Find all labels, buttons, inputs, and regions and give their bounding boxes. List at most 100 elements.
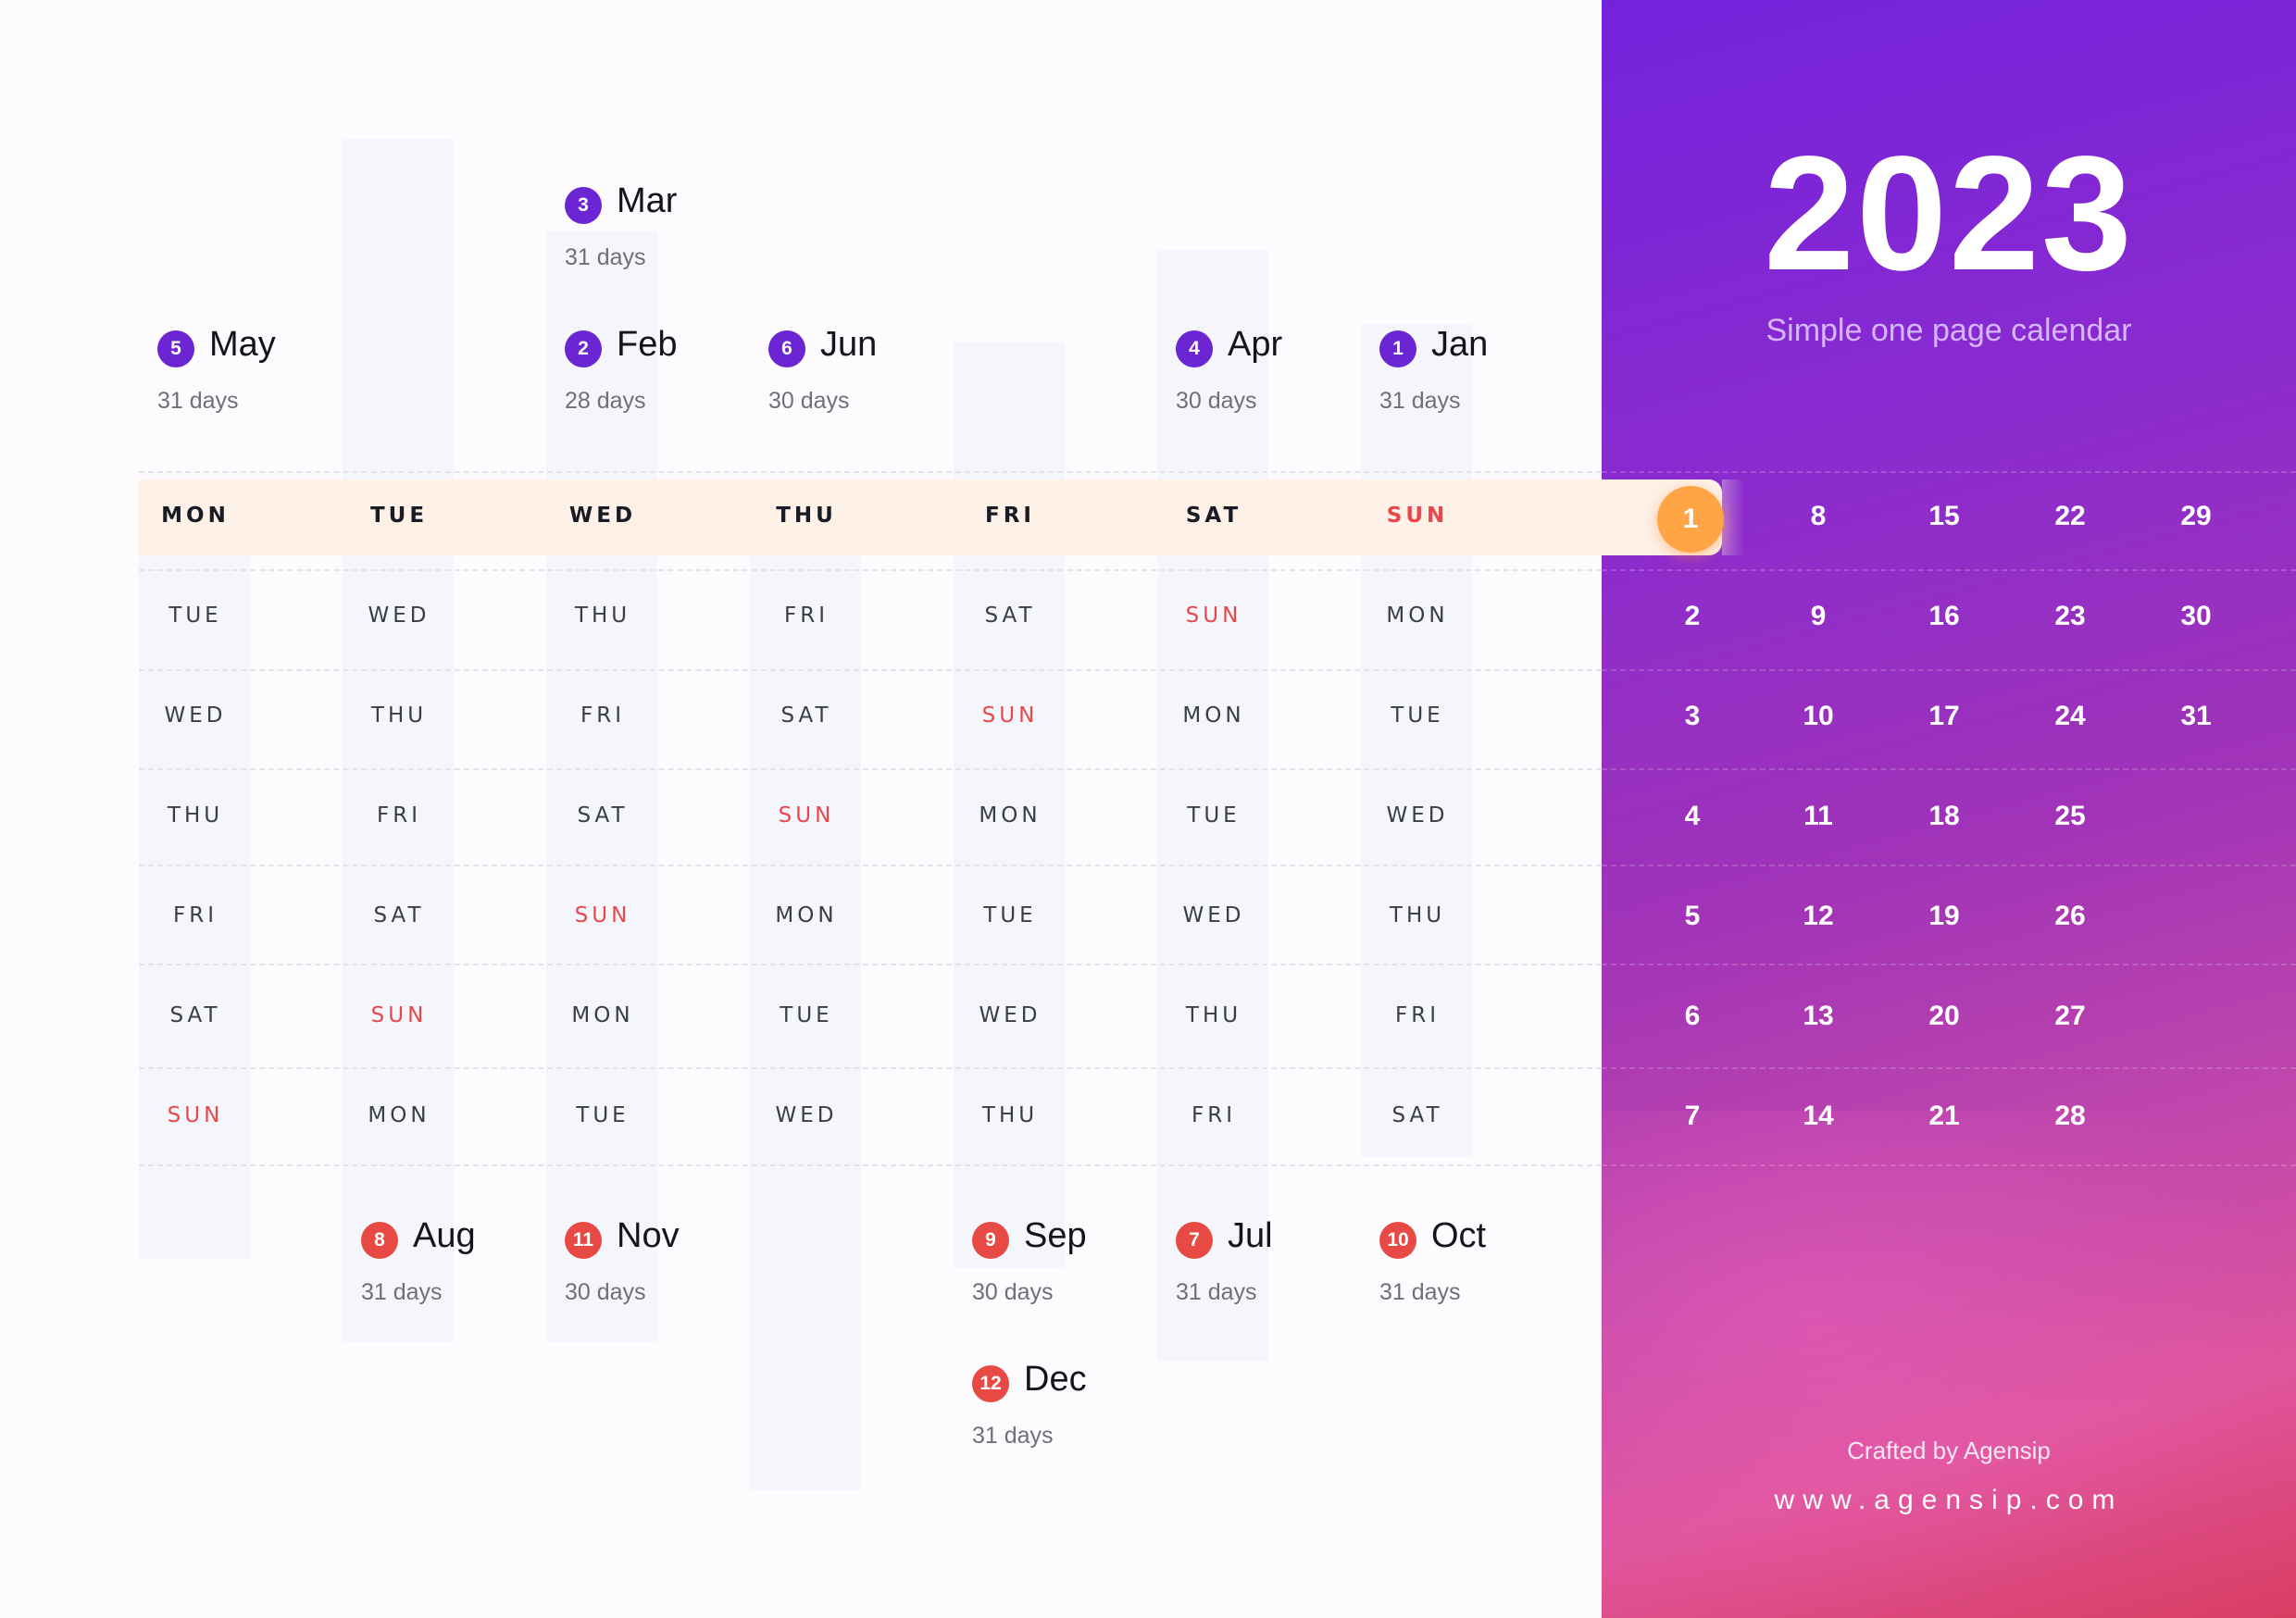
month-number-badge: 6 [768,330,805,367]
date-cell[interactable]: 25 [2054,801,2086,831]
weekday-cell: WED [775,1103,838,1127]
date-cell[interactable]: 9 [1810,601,1827,631]
date-cell[interactable]: 2 [1684,601,1701,631]
weekday-cell: THU [574,604,631,628]
crafted-by: Crafted by Agensip [1847,1437,2051,1464]
date-cell[interactable]: 11 [1803,801,1833,831]
date-cell[interactable]: 15 [1928,501,1960,531]
date-cell[interactable]: 29 [2180,501,2212,531]
weekday-cell: MON [1182,703,1245,728]
column-band [1361,324,1472,1157]
grid-line [1602,1164,2296,1166]
weekday-header: WED [568,504,637,528]
date-cell[interactable]: 12 [1803,901,1834,931]
date-cell[interactable]: 3 [1684,701,1701,731]
date-cell[interactable]: 4 [1684,801,1701,831]
month-name: Dec [1024,1360,1087,1399]
grid-line [139,569,1602,571]
month-name: Oct [1431,1216,1487,1255]
month-days: 31 days [1176,1279,1257,1305]
date-cell[interactable]: 13 [1803,1001,1834,1031]
month-days: 31 days [972,1423,1054,1449]
date-cell[interactable]: 14 [1803,1101,1834,1131]
date-cell[interactable]: 24 [2054,701,2086,731]
date-cell[interactable]: 5 [1684,901,1701,931]
weekday-cell: FRI [580,703,625,728]
date-cell[interactable]: 30 [2180,601,2212,631]
weekday-cell: MON [775,903,838,927]
weekday-cell: WED [979,1003,1042,1027]
date-cell[interactable]: 21 [1928,1101,1960,1131]
month-name: Feb [617,325,678,364]
month-name: Aug [413,1216,476,1255]
date-cell[interactable]: 7 [1684,1101,1701,1131]
grid-line [1602,569,2296,571]
column-band [139,518,250,1259]
weekday-cell: THU [370,703,428,728]
date-cell[interactable]: 22 [2054,501,2086,531]
website-link[interactable]: www.agensip.com [1774,1485,2124,1515]
weekday-cell: SAT [984,604,1036,628]
year-panel [1602,0,2296,1618]
month-days: 30 days [565,1279,646,1305]
date-cell[interactable]: 16 [1928,601,1960,631]
weekday-cell: TUE [1187,803,1241,828]
grid-line [139,964,1602,965]
grid-line [1602,865,2296,866]
column-band [343,139,454,1342]
weekday-cell: SUN [1185,604,1242,628]
month-number-badge: 12 [972,1365,1009,1402]
grid-line [1602,471,2296,473]
weekday-cell: THU [167,803,224,828]
grid-line [139,865,1602,866]
date-cell: 1 [1682,504,1699,534]
month-name: Nov [617,1216,680,1255]
weekday-cell: FRI [1192,1103,1236,1127]
weekday-cell: MON [1386,604,1449,628]
weekday-cell: TUE [780,1003,833,1027]
weekday-cell: FRI [784,604,829,628]
date-cell[interactable]: 20 [1928,1001,1960,1031]
grid-line [139,669,1602,671]
grid-line [1602,768,2296,770]
date-cell[interactable]: 27 [2054,1001,2086,1031]
month-days: 31 days [361,1279,443,1305]
weekday-cell: SUN [574,903,631,927]
date-cell[interactable]: 17 [1928,701,1960,731]
date-cell[interactable]: 18 [1928,801,1960,831]
month-name: Jul [1228,1216,1273,1255]
month-number-badge: 7 [1176,1222,1213,1259]
grid-line [139,768,1602,770]
date-cell[interactable]: 23 [2054,601,2086,631]
date-cell[interactable]: 31 [2180,701,2212,731]
date-cell[interactable]: 6 [1684,1001,1701,1031]
weekday-cell: SUN [778,803,835,828]
weekday-header: FRI [985,504,1035,528]
weekday-cell: MON [368,1103,430,1127]
weekday-cell: SAT [1391,1103,1443,1127]
month-name: Mar [617,181,678,220]
date-cell[interactable]: 19 [1928,901,1960,931]
weekday-cell: SAT [577,803,629,828]
month-name: Apr [1228,325,1283,364]
panel-subtitle: Simple one page calendar [1766,313,2132,348]
weekday-cell: FRI [377,803,421,828]
grid-line [139,1067,1602,1069]
date-cell[interactable]: 28 [2054,1101,2086,1131]
month-number-badge: 2 [565,330,602,367]
month-days: 30 days [768,388,850,414]
grid-line [1602,1067,2296,1069]
weekday-header-row [139,479,1744,555]
grid-line [1602,669,2296,671]
month-number-badge: 9 [972,1222,1009,1259]
weekday-cell: TUE [1391,703,1444,728]
date-cell[interactable]: 8 [1810,501,1827,531]
weekday-cell: TUE [168,604,222,628]
date-highlight[interactable]: 1 [1657,486,1724,553]
weekday-cell: THU [981,1103,1039,1127]
date-cell[interactable]: 26 [2054,901,2086,931]
weekday-header: SUN [1386,504,1449,528]
month-number-badge: 4 [1176,330,1213,367]
date-cell[interactable]: 10 [1803,701,1834,731]
weekday-cell: WED [1386,803,1449,828]
